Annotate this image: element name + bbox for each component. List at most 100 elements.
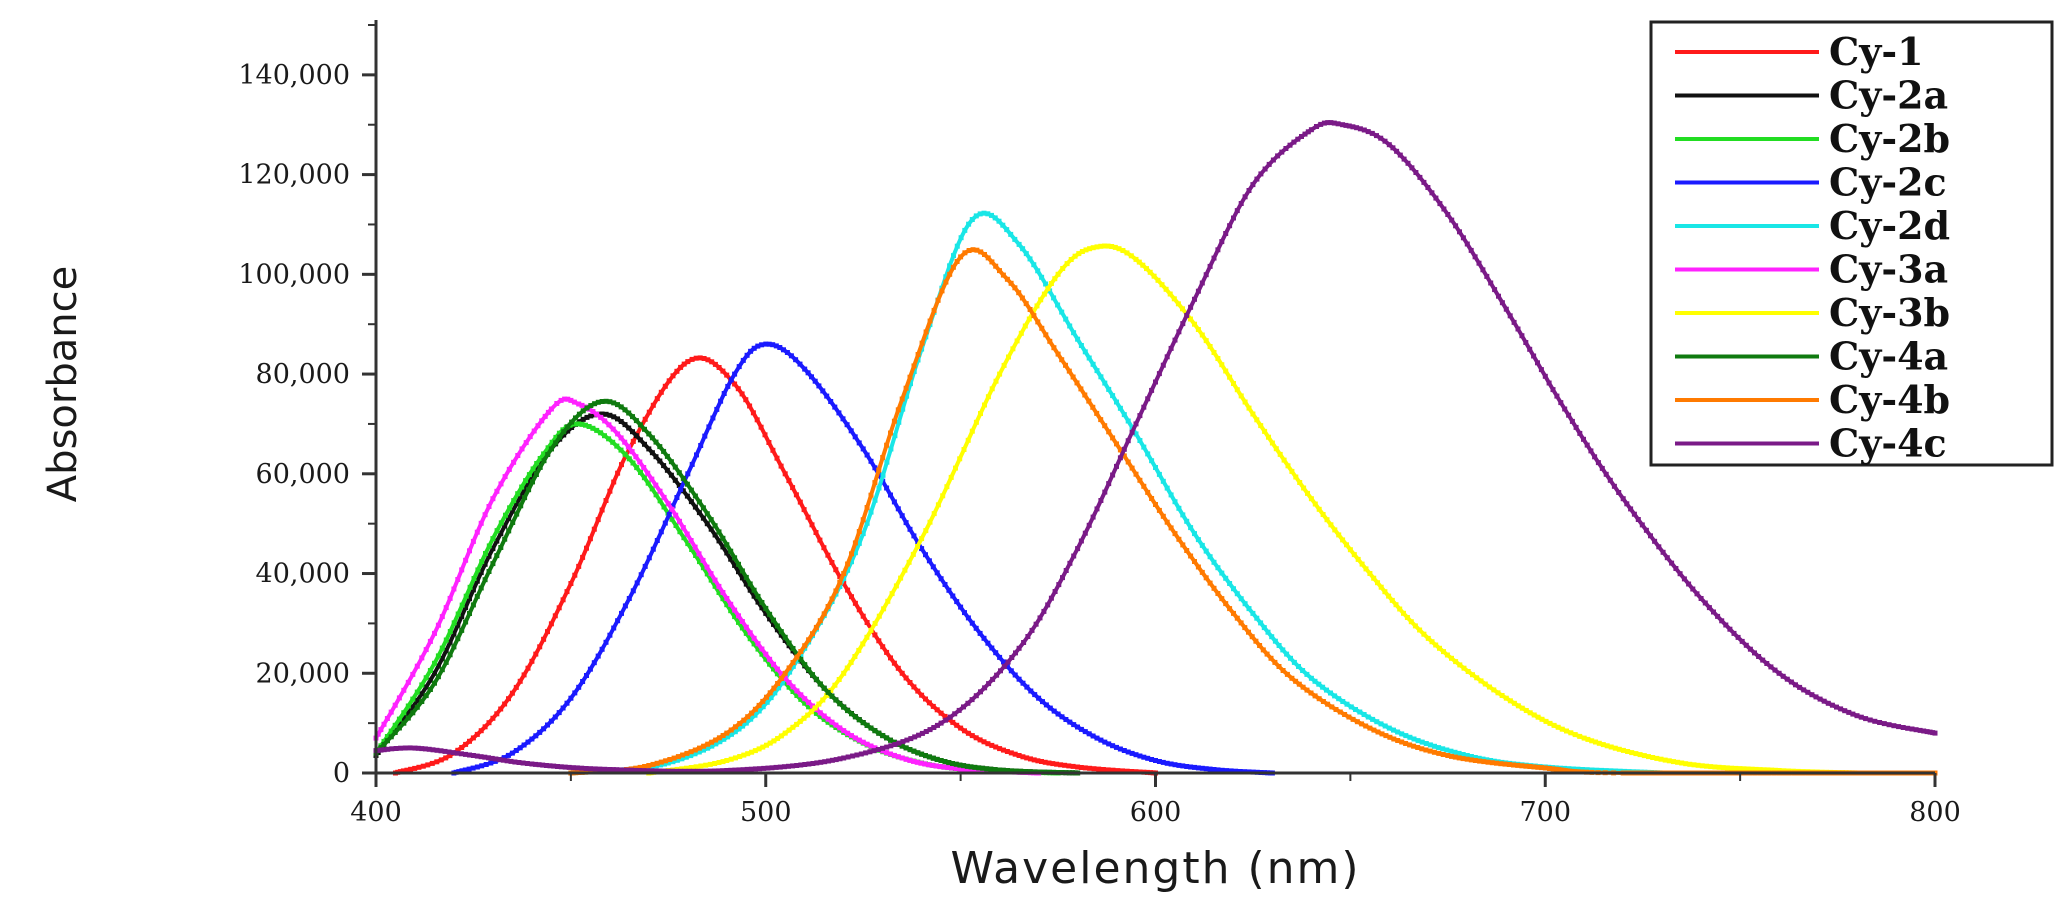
data-point	[677, 529, 683, 535]
data-point	[852, 735, 858, 741]
data-point	[1569, 418, 1575, 424]
data-point	[782, 634, 788, 640]
data-point	[1727, 626, 1733, 632]
legend-item-cy-4a: Cy-4a	[1675, 334, 1948, 379]
y-ticks: 020,00040,00060,00080,000100,000120,0001…	[238, 24, 376, 789]
data-point	[1141, 444, 1147, 450]
data-point	[1020, 246, 1026, 252]
data-point	[451, 586, 457, 592]
data-point	[923, 696, 928, 702]
data-point	[1456, 755, 1462, 761]
data-point	[1004, 276, 1010, 282]
data-point	[740, 767, 746, 773]
data-point	[1320, 699, 1326, 704]
data-point	[805, 712, 811, 718]
data-point	[1719, 618, 1725, 624]
data-point	[752, 706, 758, 712]
data-point	[515, 491, 521, 497]
data-point	[1909, 726, 1915, 732]
data-point	[1280, 668, 1286, 673]
data-point	[1425, 635, 1431, 641]
data-point	[478, 728, 484, 734]
data-point	[1611, 483, 1617, 489]
data-point	[1821, 698, 1827, 704]
data-point	[1047, 705, 1053, 711]
data-point	[1056, 582, 1062, 588]
data-point	[969, 733, 975, 739]
data-point	[813, 710, 819, 716]
legend-item-cy-2b: Cy-2b	[1675, 116, 1950, 161]
data-point	[657, 488, 663, 494]
data-point	[739, 391, 745, 397]
data-point	[941, 764, 947, 770]
data-point	[534, 461, 540, 466]
data-point	[908, 381, 913, 387]
data-point	[1219, 362, 1225, 368]
data-point	[1242, 625, 1248, 631]
data-point	[919, 751, 925, 757]
data-point	[716, 768, 722, 774]
data-point	[1343, 122, 1349, 128]
data-point	[1457, 229, 1462, 235]
data-point	[1932, 730, 1938, 736]
data-point	[1507, 698, 1513, 704]
data-point	[1662, 757, 1668, 763]
data-point	[1378, 584, 1384, 590]
data-point	[1825, 700, 1831, 706]
data-point	[1531, 712, 1537, 718]
data-point	[1023, 251, 1029, 257]
data-point	[700, 515, 706, 521]
data-point	[692, 747, 698, 753]
data-point	[1086, 522, 1092, 528]
data-point	[1350, 124, 1356, 130]
data-point	[787, 669, 793, 675]
data-point	[1012, 672, 1018, 678]
data-point	[375, 731, 381, 737]
data-point	[910, 551, 916, 557]
data-point	[931, 725, 937, 730]
data-point	[1199, 542, 1205, 548]
data-point	[993, 263, 999, 269]
data-point	[688, 499, 694, 505]
data-point	[670, 503, 676, 509]
data-point	[541, 458, 547, 464]
series-line	[374, 412, 1078, 775]
data-point	[814, 760, 820, 766]
data-point	[533, 761, 538, 767]
data-point	[1308, 496, 1314, 502]
data-point	[972, 764, 978, 770]
data-point	[638, 470, 643, 475]
data-point	[713, 741, 719, 747]
legend-label: Cy-3a	[1829, 247, 1948, 292]
data-point	[1612, 745, 1618, 751]
data-point	[1195, 564, 1201, 570]
data-point	[1301, 485, 1307, 491]
data-point	[591, 526, 597, 532]
data-point	[521, 672, 527, 678]
data-point	[1620, 496, 1626, 502]
data-point	[724, 602, 730, 608]
data-point	[749, 710, 755, 716]
data-point	[701, 747, 706, 753]
data-point	[505, 752, 511, 758]
data-point	[1175, 301, 1181, 307]
legend-items: Cy-1Cy-2aCy-2bCy-2cCy-2dCy-3aCy-3bCy-4aC…	[1675, 29, 1950, 466]
data-point	[1100, 767, 1106, 772]
data-point	[735, 386, 741, 392]
data-point	[471, 576, 477, 581]
data-point	[653, 492, 659, 498]
data-point	[778, 629, 784, 635]
data-point	[423, 693, 429, 699]
data-point	[412, 745, 418, 751]
data-point	[1098, 417, 1104, 423]
data-point	[739, 625, 745, 631]
data-point	[747, 587, 753, 593]
data-point	[774, 671, 780, 677]
data-point	[537, 456, 543, 461]
data-point	[1233, 768, 1239, 774]
data-point	[1016, 241, 1022, 247]
data-point	[908, 736, 914, 742]
data-point	[720, 596, 726, 602]
data-point	[845, 730, 851, 736]
data-point	[993, 744, 999, 750]
